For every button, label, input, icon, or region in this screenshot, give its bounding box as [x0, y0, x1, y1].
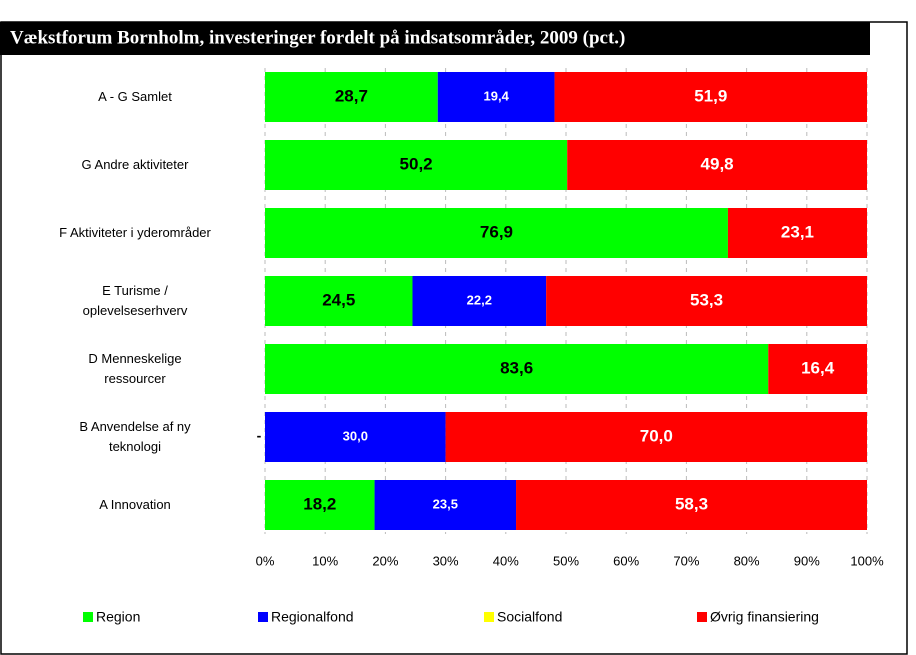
value-label: 18,2: [303, 494, 336, 513]
category-label: E Turisme / oplevelseserhverv: [82, 283, 188, 318]
category-label: A - G Samlet: [98, 89, 172, 104]
bar-segment: [265, 72, 438, 122]
bar-segment: [516, 480, 867, 530]
category-label: G Andre aktiviteter: [81, 157, 189, 172]
legend-swatch: [83, 612, 93, 622]
bar-segment: [265, 480, 375, 530]
x-tick-label: 30%: [433, 553, 459, 568]
legend-swatch: [484, 612, 494, 622]
value-label: 24,5: [322, 290, 355, 309]
value-label: 16,4: [801, 358, 835, 377]
value-label: 23,5: [433, 496, 458, 511]
legend-label: Region: [96, 609, 140, 625]
bar-segment: [567, 140, 867, 190]
value-label: 49,8: [701, 154, 734, 173]
bar-segment: [768, 344, 867, 394]
legend-swatch: [697, 612, 707, 622]
value-label: 70,0: [640, 426, 673, 445]
value-label: 30,0: [343, 428, 368, 443]
bar-segment: [546, 276, 867, 326]
x-tick-label: 60%: [613, 553, 639, 568]
value-label: 28,7: [335, 86, 368, 105]
legend-label: Regionalfond: [271, 609, 354, 625]
value-label: 58,3: [675, 494, 708, 513]
bar-segment: [374, 480, 517, 530]
bar-segment: [265, 276, 413, 326]
x-tick-label: 10%: [312, 553, 338, 568]
value-label: 51,9: [694, 86, 727, 105]
value-label: 19,4: [484, 88, 510, 103]
x-tick-label: 40%: [493, 553, 519, 568]
bar-segment: [265, 140, 568, 190]
title-bar: [0, 22, 870, 55]
legend-label: Socialfond: [497, 609, 562, 625]
legend-swatch: [258, 612, 268, 622]
value-label: 50,2: [400, 154, 433, 173]
category-label: D Menneskelige ressourcer: [88, 351, 182, 386]
bar-segment: [727, 208, 867, 258]
x-tick-label: 50%: [553, 553, 579, 568]
value-label: 76,9: [480, 222, 513, 241]
value-label: 22,2: [467, 292, 492, 307]
bar-segment: [265, 344, 769, 394]
bar-segment: [412, 276, 547, 326]
x-tick-label: 100%: [850, 553, 884, 568]
category-label: A Innovation: [99, 497, 171, 512]
x-tick-label: 80%: [734, 553, 760, 568]
x-tick-label: 0%: [256, 553, 275, 568]
value-label: 53,3: [690, 290, 723, 309]
x-tick-label: 70%: [673, 553, 699, 568]
x-tick-label: 20%: [372, 553, 398, 568]
category-label: B Anvendelse af ny teknologi: [79, 419, 191, 454]
x-tick-label: 90%: [794, 553, 820, 568]
chart-title: Vækstforum Bornholm, investeringer forde…: [10, 27, 625, 48]
bar-segment: [554, 72, 867, 122]
value-label: 83,6: [500, 358, 533, 377]
bar-segment: [445, 412, 867, 462]
bar-segment: [437, 72, 555, 122]
legend-label: Øvrig finansiering: [710, 609, 819, 625]
value-label: -: [257, 428, 262, 444]
value-label: 23,1: [781, 222, 814, 241]
bar-segment: [265, 412, 446, 462]
category-label: F Aktiviteter i yderområder: [59, 225, 211, 240]
bar-segment: [265, 208, 728, 258]
frame: [0, 21, 908, 655]
